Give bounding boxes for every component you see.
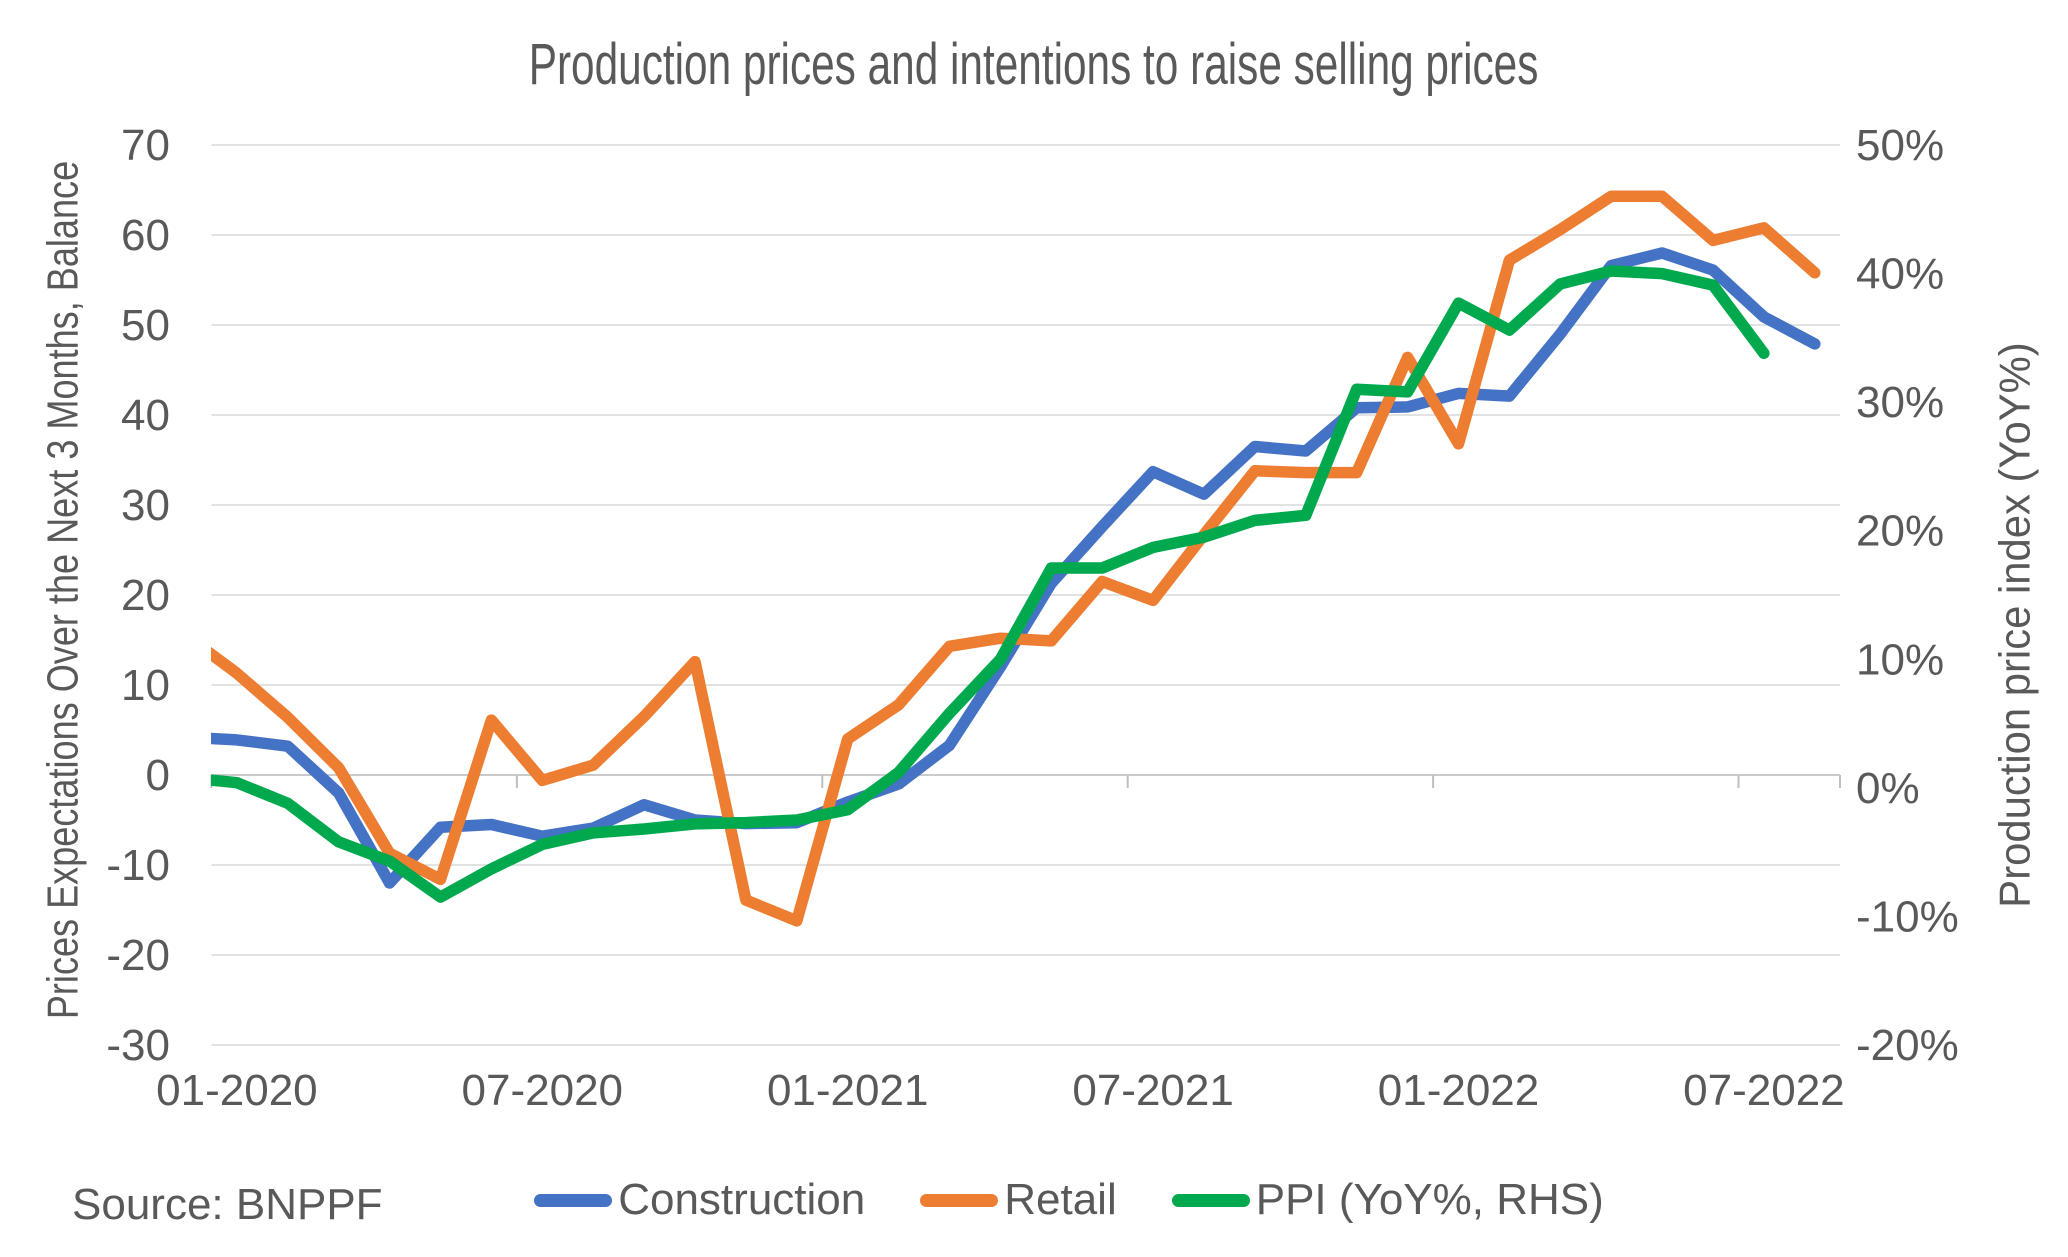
legend-item-retail: Retail: [920, 1175, 1117, 1225]
y-axis-tick-label-left: 60: [121, 211, 170, 260]
x-axis-tick-label: 07-2022: [1683, 1066, 1844, 1115]
x-axis-tick-label: 07-2021: [1072, 1066, 1233, 1115]
y-axis-tick-label-left: 40: [121, 391, 170, 440]
legend-item-construction: Construction: [534, 1175, 865, 1225]
y-axis-tick-label-left: -30: [106, 1021, 170, 1070]
y-axis-tick-label-left: 0: [146, 751, 170, 800]
x-axis-tick-label: 07-2020: [462, 1066, 623, 1115]
x-axis-tick-label: 01-2020: [156, 1066, 317, 1115]
legend-swatch-icon: [1171, 1193, 1250, 1207]
y-axis-tick-label-left: 50: [121, 301, 170, 350]
y-axis-tick-label-left: 30: [121, 481, 170, 530]
y-axis-tick-label-left: -10: [106, 841, 170, 890]
y-axis-tick-label-right: 50%: [1856, 121, 1944, 170]
legend-swatch-icon: [534, 1193, 613, 1207]
y-axis-tick-label-right: 0%: [1856, 764, 1920, 813]
source-note: Source: BNPPF: [72, 1180, 383, 1229]
y-axis-tick-label-left: -20: [106, 931, 170, 980]
series-line-ppi-yoy-rhs: [211, 265, 1770, 903]
x-axis-tick-label: 01-2022: [1378, 1066, 1539, 1115]
legend: Construction Retail PPI (YoY%, RHS): [70, 1175, 2068, 1225]
y-axis-tick-label-left: 70: [121, 121, 170, 170]
y-axis-tick-label-right: 20%: [1856, 507, 1944, 556]
x-axis-tick-label: 01-2021: [767, 1066, 928, 1115]
y-axis-tick-label-right: -20%: [1856, 1021, 1959, 1070]
legend-swatch-icon: [920, 1193, 999, 1207]
legend-label: PPI (YoY%, RHS): [1255, 1175, 1604, 1224]
y-axis-tick-label-right: 40%: [1856, 250, 1944, 299]
legend-item-ppi-yoy-rhs: PPI (YoY%, RHS): [1171, 1175, 1604, 1225]
legend-label: Construction: [618, 1175, 866, 1224]
chart-title-text: Production prices and intentions to rais…: [529, 32, 1539, 97]
legend-label: Retail: [1004, 1175, 1117, 1224]
y-axis-tick-label-right: -10%: [1856, 892, 1959, 941]
y-axis-tick-label-left: 10: [121, 661, 170, 710]
series-line-construction: [211, 247, 1821, 889]
series-line-retail: [211, 190, 1821, 927]
chart-title: Production prices and intentions to rais…: [0, 30, 2068, 100]
y-axis-tick-label-right: 30%: [1856, 378, 1944, 427]
y-axis-tick-label-left: 20: [121, 571, 170, 620]
y-axis-tick-label-right: 10%: [1856, 635, 1944, 684]
